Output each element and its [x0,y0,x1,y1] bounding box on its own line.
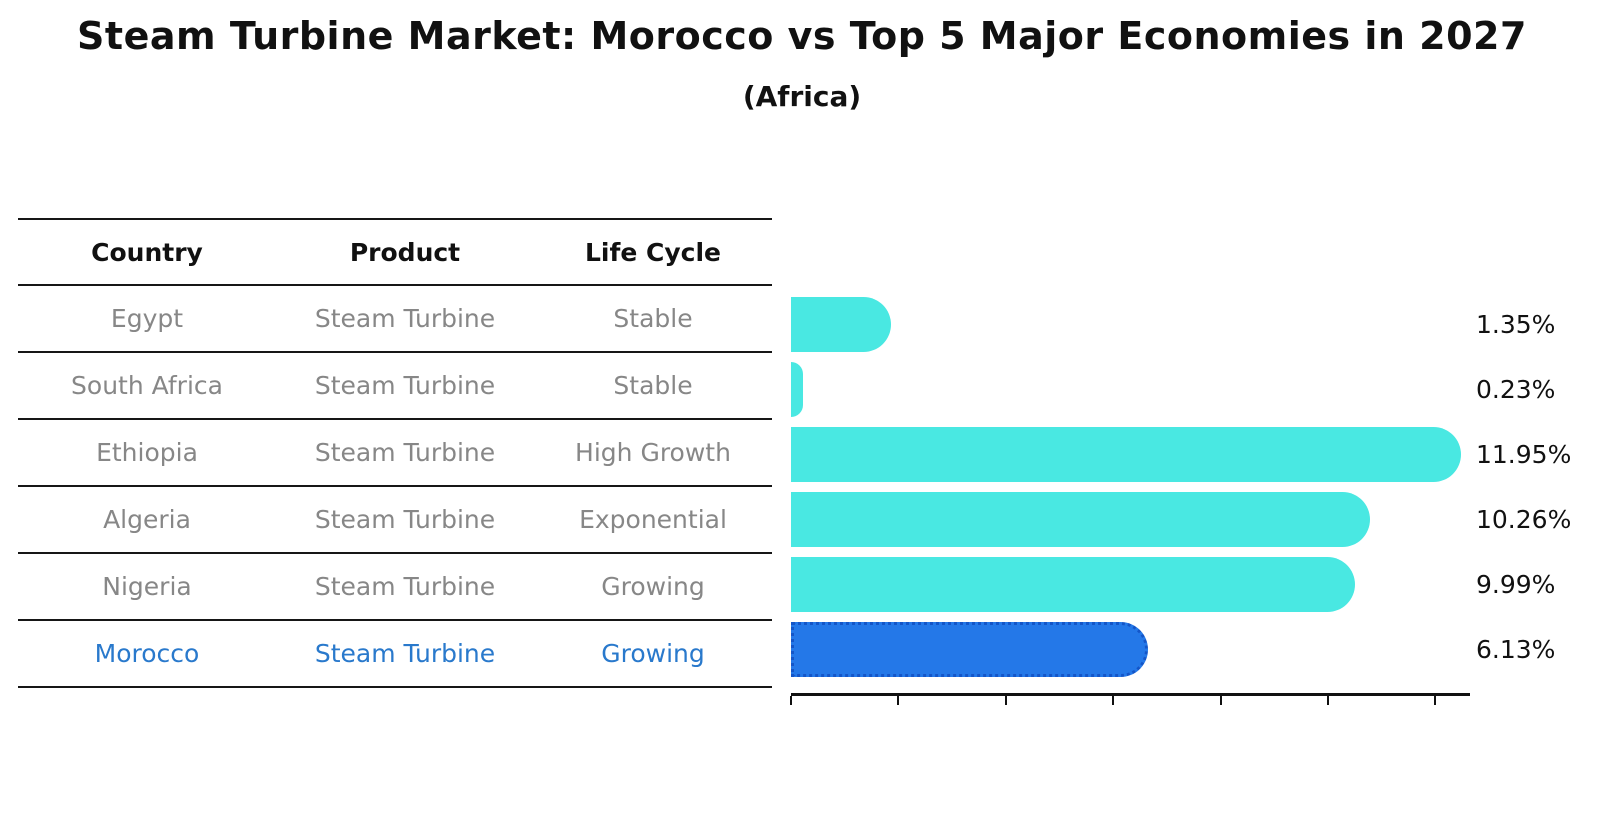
country-table: Country Product Life Cycle Egypt Steam T… [18,218,772,688]
cell-lifecycle: High Growth [575,438,731,467]
table-row-egypt: Egypt Steam Turbine Stable [18,286,772,353]
table-row-ethiopia: Ethiopia Steam Turbine High Growth [18,420,772,487]
cell-product: Steam Turbine [314,639,496,668]
x-axis-line [791,693,1470,696]
value-label-south-africa: 0.23% [1476,375,1556,404]
x-axis-tick: 0 [790,696,792,705]
col-header-product: Product [349,237,461,267]
cell-product: Steam Turbine [314,438,496,467]
table-row-algeria: Algeria Steam Turbine Exponential [18,487,772,554]
bar-nigeria [791,557,1356,612]
chart-title: Steam Turbine Market: Morocco vs Top 5 M… [77,14,1527,58]
cell-product: Steam Turbine [314,304,496,333]
cell-country: Algeria [103,505,191,534]
cell-country: Egypt [110,304,184,333]
value-label-ethiopia: 11.95% [1476,440,1572,469]
cell-lifecycle: Stable [613,371,693,400]
table-header-row: Country Product Life Cycle [18,218,772,286]
bar-ethiopia [791,427,1461,482]
value-label-nigeria: 9.99% [1476,570,1556,599]
bar-algeria [791,492,1370,547]
bar-morocco [791,622,1149,677]
col-header-country: Country [91,237,203,267]
x-axis-tick: 6 [1112,696,1115,705]
cell-country: Nigeria [102,572,192,601]
table-row-morocco: Morocco Steam Turbine Growing [18,621,772,688]
cell-lifecycle: Growing [601,572,705,601]
col-header-lifecycle: Life Cycle [584,237,722,267]
table-row-nigeria: Nigeria Steam Turbine Growing [18,554,772,621]
cell-country: Ethiopia [96,438,198,467]
value-label-algeria: 10.26% [1476,505,1572,534]
table-row-south-africa: South Africa Steam Turbine Stable [18,353,772,420]
x-axis-tick: 4 [1004,696,1007,705]
x-axis-tick: 2 [897,696,900,705]
x-axis-tick: 10 [1327,696,1329,705]
cell-country: South Africa [71,371,223,400]
cell-product: Steam Turbine [314,572,496,601]
cell-lifecycle: Growing [601,639,705,668]
value-label-morocco: 6.13% [1476,635,1556,664]
bar-egypt [791,297,892,352]
value-label-egypt: 1.35% [1476,310,1556,339]
x-axis-tick: 8 [1219,696,1222,705]
x-axis-tick: 12 [1434,696,1437,705]
bar-south-africa [791,362,804,417]
chart-subtitle: (Africa) [742,80,862,113]
cell-country: Morocco [94,639,200,668]
cell-lifecycle: Stable [613,304,693,333]
cell-product: Steam Turbine [314,371,496,400]
cell-product: Steam Turbine [314,505,496,534]
cell-lifecycle: Exponential [579,505,727,534]
